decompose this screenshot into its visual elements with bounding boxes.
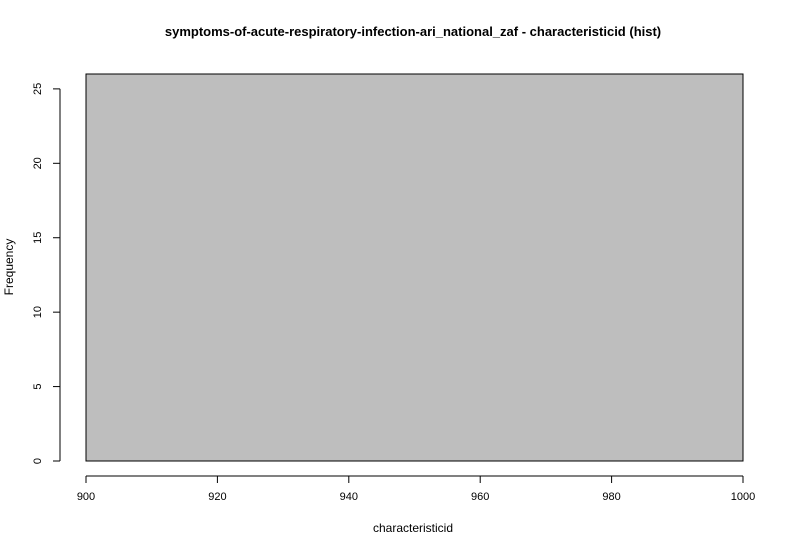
x-tick-label-960: 960 <box>471 491 489 503</box>
x-tick-label-980: 980 <box>602 491 620 503</box>
y-tick-label-15: 15 <box>32 232 44 244</box>
y-axis-label: Frequency <box>2 239 16 296</box>
x-tick-label-920: 920 <box>208 491 226 503</box>
y-tick-label-10: 10 <box>32 306 44 318</box>
histogram-bar-0 <box>85 73 744 462</box>
x-tick-label-940: 940 <box>340 491 358 503</box>
y-axis: 0 5 10 15 20 25 <box>32 83 61 464</box>
y-tick-label-25: 25 <box>32 83 44 95</box>
chart-title: symptoms-of-acute-respiratory-infection-… <box>165 24 661 39</box>
y-tick-label-0: 0 <box>32 458 44 464</box>
y-tick-label-20: 20 <box>32 157 44 169</box>
x-tick-label-900: 900 <box>77 491 95 503</box>
x-tick-label-1000: 1000 <box>731 491 755 503</box>
bars-group <box>85 73 744 462</box>
x-axis: 900 920 940 960 980 1000 <box>77 475 755 503</box>
x-axis-label: characteristicid <box>373 521 453 535</box>
y-tick-label-5: 5 <box>32 384 44 390</box>
